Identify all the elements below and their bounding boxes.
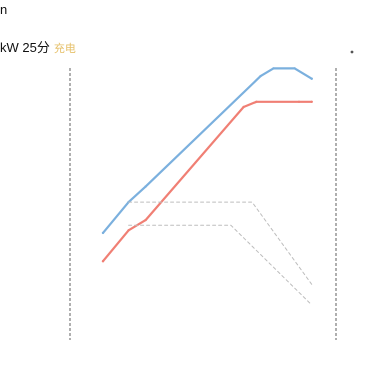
series-line-blue-point: [144, 185, 147, 188]
axes-layer: [69, 50, 354, 340]
series-line-red-point: [144, 218, 147, 222]
series-line-red-point: [242, 105, 245, 109]
series-line-blue-point: [310, 77, 313, 80]
series-line-blue-point: [259, 74, 262, 78]
series-line-red: [101, 100, 313, 263]
series-line-red-point: [255, 100, 258, 104]
guide-line-upper: [128, 201, 313, 285]
series-line-blue-point: [272, 67, 275, 70]
axis-marker-dot: [350, 50, 354, 54]
series-line-blue-point: [101, 231, 105, 235]
series-line-blue-point: [293, 67, 296, 70]
chart-title-line1: n: [0, 2, 8, 17]
series-line-red-point: [127, 229, 130, 232]
chart-title-accent: 充电: [53, 43, 76, 55]
series-layer: [101, 67, 313, 306]
series-line-blue: [101, 67, 313, 234]
guide-line-lower: [128, 224, 313, 306]
series-line-red-point: [297, 100, 301, 104]
series-line-red-point: [310, 100, 313, 104]
chart-title-line2: kW 25分 充电: [0, 37, 76, 56]
series-line-red-point: [101, 260, 105, 263]
chart-title-main: kW 25分: [0, 40, 50, 55]
